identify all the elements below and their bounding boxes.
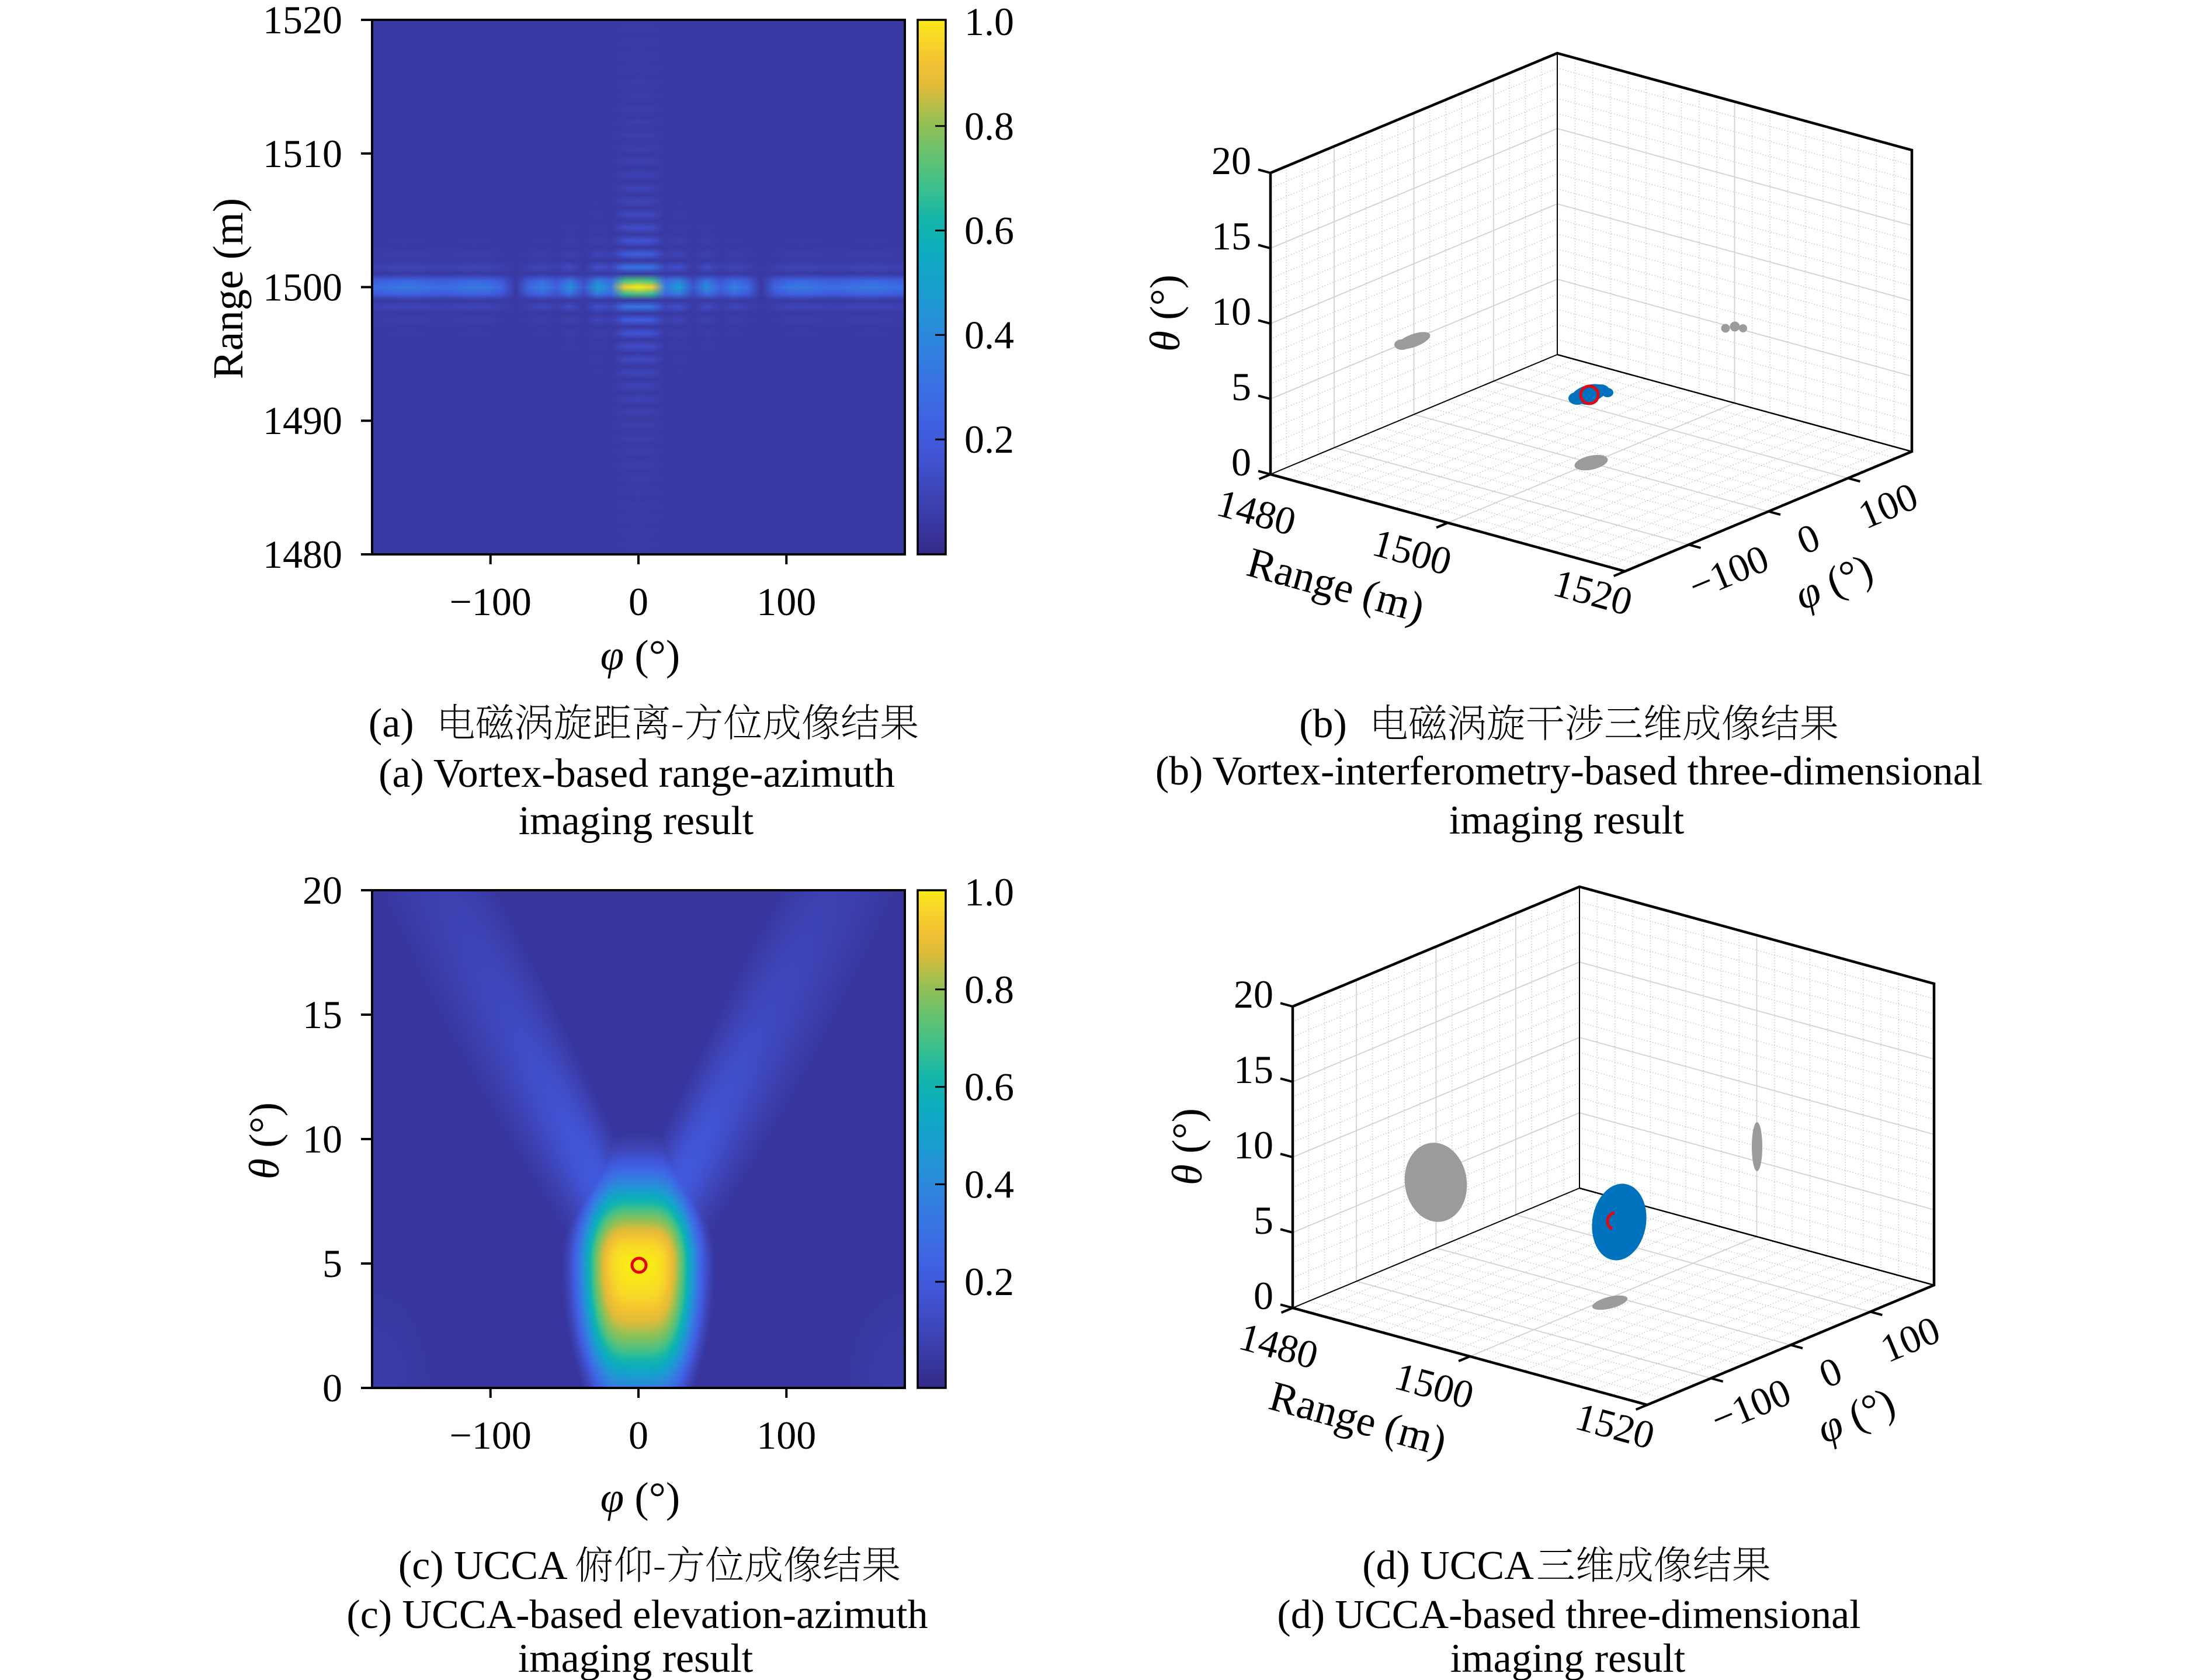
svg-text:(a) Vortex-based range-azimuth: (a) Vortex-based range-azimuth: [379, 751, 895, 796]
svg-text:imaging result: imaging result: [518, 1636, 754, 1680]
svg-text:0.2: 0.2: [964, 1259, 1014, 1304]
svg-text:15: 15: [303, 992, 342, 1037]
svg-text:1520: 1520: [263, 0, 342, 42]
svg-text:15: 15: [1234, 1047, 1273, 1092]
svg-text:1500: 1500: [263, 265, 342, 310]
svg-text:θ (°): θ (°): [1164, 1108, 1211, 1185]
svg-text:φ (°): φ (°): [600, 1474, 680, 1521]
svg-text:1480: 1480: [263, 532, 342, 577]
svg-text:φ (°): φ (°): [600, 631, 680, 679]
svg-text:0: 0: [322, 1366, 342, 1410]
svg-text:20: 20: [303, 868, 342, 912]
svg-text:10: 10: [1211, 289, 1251, 334]
svg-text:φ (°): φ (°): [1810, 1378, 1901, 1452]
svg-text:0: 0: [629, 579, 648, 624]
svg-text:0.8: 0.8: [964, 967, 1014, 1012]
svg-text:1490: 1490: [263, 398, 342, 443]
svg-text:−100: −100: [450, 579, 532, 624]
svg-text:0: 0: [1813, 1348, 1848, 1397]
svg-text:1510: 1510: [263, 131, 342, 176]
svg-text:(c) UCCA-based elevation-azimu: (c) UCCA-based elevation-azimuth: [346, 1592, 928, 1637]
svg-text:10: 10: [1234, 1123, 1273, 1167]
svg-text:100: 100: [1874, 1307, 1946, 1371]
svg-text:20: 20: [1234, 972, 1273, 1016]
svg-text:100: 100: [756, 579, 816, 624]
svg-text:(a): (a): [369, 701, 414, 746]
svg-text:Range (m): Range (m): [204, 198, 252, 379]
svg-text:(d) UCCA: (d) UCCA: [1362, 1543, 1534, 1588]
svg-text:0.6: 0.6: [964, 209, 1014, 253]
svg-text:1480: 1480: [1234, 1314, 1322, 1377]
svg-text:0: 0: [629, 1413, 648, 1457]
svg-text:5: 5: [1254, 1198, 1273, 1242]
svg-text:5: 5: [322, 1241, 342, 1286]
svg-text:1480: 1480: [1212, 480, 1300, 544]
svg-text:0: 0: [1231, 440, 1251, 484]
svg-text:100: 100: [756, 1413, 816, 1457]
svg-text:φ (°): φ (°): [1787, 544, 1879, 619]
svg-text:(b) Vortex-interferometry-base: (b) Vortex-interferometry-based three-di…: [1155, 749, 1983, 794]
svg-text:1.0: 1.0: [964, 870, 1014, 914]
svg-text:0.6: 0.6: [964, 1065, 1014, 1109]
svg-text:15: 15: [1211, 214, 1251, 258]
svg-text:1.0: 1.0: [964, 0, 1014, 44]
svg-text:θ (°): θ (°): [1141, 275, 1189, 352]
svg-text:−100: −100: [450, 1413, 532, 1457]
svg-text:10: 10: [303, 1117, 342, 1161]
svg-text:imaging result: imaging result: [519, 799, 754, 844]
svg-text:(d) UCCA-based three-dimension: (d) UCCA-based three-dimensional: [1277, 1592, 1860, 1637]
svg-text:20: 20: [1211, 138, 1251, 183]
svg-text:100: 100: [1852, 474, 1924, 537]
svg-text:(c) UCCA: (c) UCCA: [398, 1543, 568, 1588]
svg-text:θ (°): θ (°): [241, 1102, 288, 1179]
svg-text:0: 0: [1790, 515, 1826, 563]
svg-text:5: 5: [1231, 365, 1251, 409]
svg-text:imaging result: imaging result: [1449, 798, 1685, 843]
svg-text:0.4: 0.4: [964, 1162, 1014, 1206]
svg-text:imaging result: imaging result: [1450, 1636, 1686, 1680]
svg-text:0: 0: [1254, 1273, 1273, 1318]
svg-text:0.4: 0.4: [964, 313, 1014, 357]
svg-text:0.2: 0.2: [964, 417, 1014, 461]
svg-text:(b): (b): [1299, 702, 1347, 747]
svg-text:0.8: 0.8: [964, 104, 1014, 148]
